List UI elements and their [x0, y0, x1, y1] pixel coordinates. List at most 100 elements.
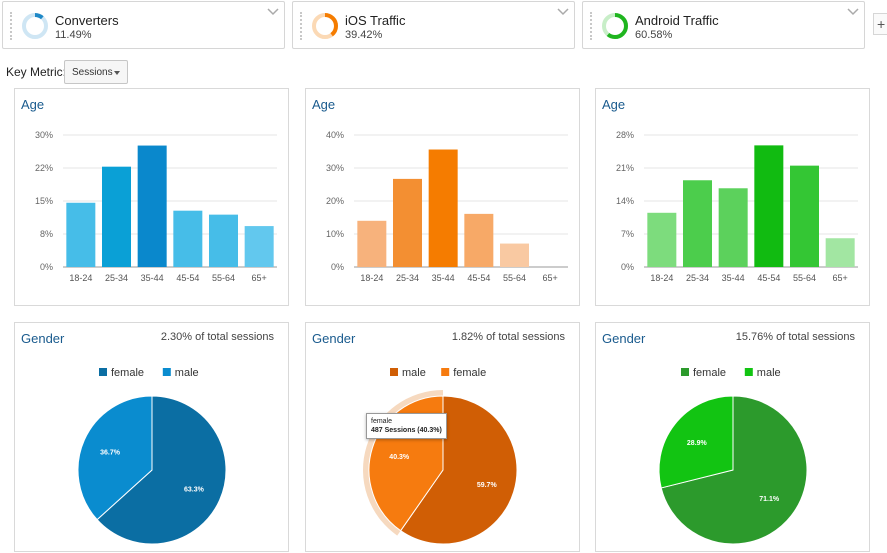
drag-handle[interactable]	[10, 12, 14, 40]
pie-tooltip: female 487 Sessions (40.3%)	[366, 413, 447, 439]
segment-percentage: 60.58%	[635, 29, 673, 41]
segment-ring-icon	[312, 13, 338, 39]
pie-slice-male[interactable]	[399, 395, 518, 545]
x-tick-label: 55-64	[793, 273, 816, 283]
legend-label: female	[111, 367, 144, 379]
legend-label: female	[453, 367, 486, 379]
gender-pie-chart: female male 71.1% 28.9%	[658, 367, 808, 545]
x-tick-label: 25-34	[396, 273, 419, 283]
card-title: Gender	[21, 331, 65, 346]
share-of-sessions: 2.30% of total sessions	[160, 331, 274, 343]
x-tick-label: 18-24	[650, 273, 673, 283]
y-tick-label: 21%	[616, 163, 634, 173]
slice-label: 40.3%	[389, 454, 410, 461]
age-bar-65+[interactable]	[244, 226, 274, 267]
segment-ring-icon	[602, 13, 628, 39]
segment-name: iOS Traffic	[345, 13, 406, 28]
x-tick-label: 18-24	[360, 273, 383, 283]
segment-card-ios-traffic[interactable]: iOS Traffic 39.42%	[292, 1, 575, 49]
y-tick-label: 0%	[331, 262, 344, 272]
legend-swatch	[681, 368, 689, 376]
chevron-down-icon[interactable]	[267, 8, 279, 16]
x-tick-label: 65+	[252, 273, 267, 283]
age-bar-65+[interactable]	[825, 238, 855, 267]
legend-label: male	[175, 367, 199, 379]
segment-name: Converters	[55, 13, 119, 28]
age-bar-18-24[interactable]	[66, 202, 96, 267]
card-title: Age	[21, 97, 45, 112]
share-of-sessions: 1.82% of total sessions	[451, 331, 565, 343]
y-tick-label: 22%	[35, 163, 53, 173]
pie-slice-female[interactable]	[96, 395, 227, 545]
y-tick-label: 28%	[616, 130, 634, 140]
legend-swatch	[162, 368, 171, 376]
y-tick-label: 20%	[326, 196, 344, 206]
y-tick-label: 15%	[35, 196, 53, 206]
card-title: Gender	[312, 331, 356, 346]
age-bar-25-34[interactable]	[683, 180, 712, 267]
card-title: Age	[602, 97, 626, 112]
x-tick-label: 35-44	[141, 273, 164, 283]
y-tick-label: 30%	[326, 163, 344, 173]
slice-label: 63.3%	[184, 487, 205, 494]
x-tick-label: 35-44	[432, 273, 455, 283]
legend-label: male	[402, 367, 426, 379]
age-bar-18-24[interactable]	[647, 212, 677, 267]
age-bar-35-44[interactable]	[137, 145, 167, 267]
add-segment-button[interactable]: +	[873, 13, 887, 35]
age-bar-55-64[interactable]	[209, 214, 238, 267]
x-tick-label: 45-54	[176, 273, 199, 283]
segment-ring-icon	[22, 13, 48, 39]
key-metric-select[interactable]: Sessions	[64, 60, 128, 84]
y-tick-label: 0%	[621, 262, 634, 272]
age-bar-25-34[interactable]	[393, 178, 422, 267]
age-bar-chart: 0% 8% 15% 22% 30% 18-24 25-34 35-44 45-54 55-64 65…	[35, 130, 277, 283]
segment-percentage: 39.42%	[345, 29, 383, 41]
age-bar-chart: 0% 7% 14% 21% 28% 18-24 25-34 35-44 45-54 55-64 65…	[616, 130, 858, 283]
y-tick-label: 0%	[40, 262, 53, 272]
age-bar-18-24[interactable]	[357, 220, 387, 267]
pie-slice-male[interactable]	[77, 395, 153, 521]
drag-handle[interactable]	[300, 12, 304, 40]
x-tick-label: 65+	[543, 273, 558, 283]
chevron-down-icon[interactable]	[847, 8, 859, 16]
pie-slice-male[interactable]	[658, 395, 734, 489]
y-tick-label: 8%	[40, 229, 53, 239]
gender-card: Gender 1.82% of total sessions male femal…	[305, 322, 580, 552]
pie-slice-female[interactable]	[660, 395, 808, 545]
age-bar-35-44[interactable]	[428, 149, 458, 267]
drag-handle[interactable]	[590, 12, 594, 40]
legend-swatch	[744, 368, 753, 376]
y-tick-label: 30%	[35, 130, 53, 140]
age-bar-45-54[interactable]	[173, 210, 203, 267]
age-card: Age 0% 10% 20% 30% 40% 18-24 25-34 35-44 45-54 55…	[305, 88, 580, 306]
tooltip-label: female	[371, 418, 393, 425]
legend-swatch	[441, 368, 450, 376]
age-bar-45-54[interactable]	[464, 213, 494, 267]
age-bar-45-54[interactable]	[754, 145, 784, 267]
x-tick-label: 45-54	[757, 273, 780, 283]
x-tick-label: 45-54	[467, 273, 490, 283]
x-tick-label: 35-44	[722, 273, 745, 283]
x-tick-label: 25-34	[686, 273, 709, 283]
segment-percentage: 11.49%	[55, 29, 92, 41]
card-title: Age	[312, 97, 336, 112]
y-tick-label: 7%	[621, 229, 634, 239]
slice-label: 36.7%	[100, 449, 121, 456]
segment-card-android-traffic[interactable]: Android Traffic 60.58%	[582, 1, 865, 49]
age-bar-55-64[interactable]	[790, 165, 819, 267]
age-bar-35-44[interactable]	[718, 188, 748, 267]
age-bar-55-64[interactable]	[500, 243, 529, 267]
chevron-down-icon[interactable]	[557, 8, 569, 16]
legend-swatch	[390, 368, 398, 376]
age-card: Age 0% 7% 14% 21% 28% 18-24 25-34 35-44 45-54 55-…	[595, 88, 870, 306]
age-bar-25-34[interactable]	[102, 166, 131, 267]
gender-card: Gender 2.30% of total sessions female mal…	[14, 322, 289, 552]
slice-label: 71.1%	[759, 496, 780, 503]
age-card: Age 0% 8% 15% 22% 30% 18-24 25-34 35-44 45-54 55-…	[14, 88, 289, 306]
segment-name: Android Traffic	[635, 13, 719, 28]
key-metric-label: Key Metric:	[6, 65, 67, 79]
x-tick-label: 65+	[833, 273, 848, 283]
segment-card-converters[interactable]: Converters 11.49%	[2, 1, 285, 49]
legend-label: female	[693, 367, 726, 379]
